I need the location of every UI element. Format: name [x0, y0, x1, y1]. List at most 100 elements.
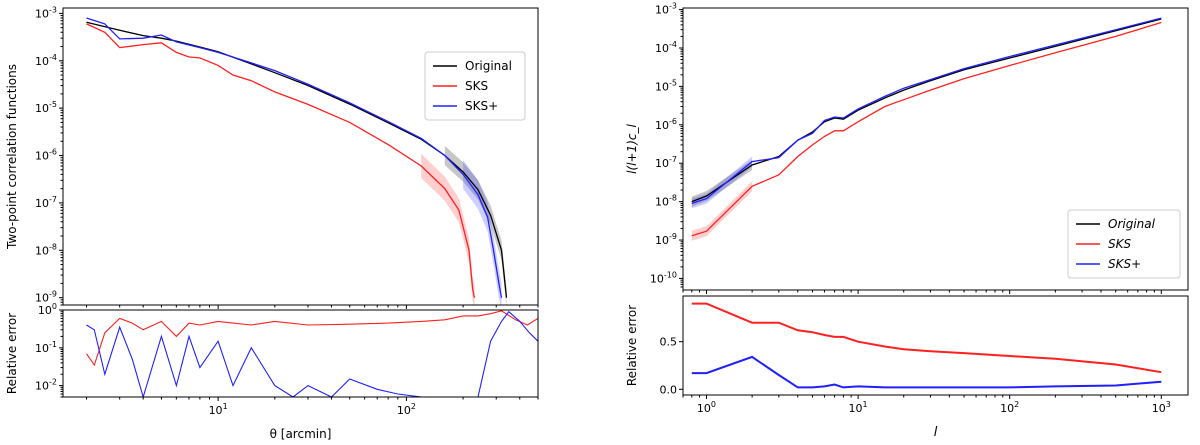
tick-base: 10: [35, 7, 49, 20]
right-error-y-tick-label: 0.5: [660, 336, 678, 349]
right-x-axis-label: l: [934, 425, 938, 440]
left-x-tick-label: 101: [209, 402, 228, 417]
tick-exponent: 0: [711, 400, 716, 409]
tick-base: 10: [655, 157, 669, 170]
right-series-sksplus: [691, 17, 1162, 205]
left-x-tick-label: 102: [397, 402, 416, 417]
tick-exponent: -8: [49, 242, 57, 251]
tick-exponent: -10: [664, 270, 677, 279]
left-series-sks: [86, 23, 476, 298]
right-y-tick-label: 10-3: [655, 2, 677, 17]
left-series-sksplus: [86, 17, 503, 298]
left-legend-box: [424, 51, 526, 121]
right-y-tick-label: 10-5: [655, 78, 677, 93]
left-x-axis-label: θ [arcmin]: [270, 427, 332, 441]
left-y-axis-label: Two-point correlation functions: [5, 64, 19, 250]
tick-base: 10: [35, 102, 49, 115]
left-legend-label: Original: [465, 59, 512, 73]
right-error-series-sks: [691, 302, 1162, 374]
tick-base: 10: [35, 197, 49, 210]
right-y-tick-label: 10-7: [655, 155, 677, 170]
tick-exponent: -4: [669, 40, 677, 49]
left-error-y-tick-label: 10-1: [35, 340, 57, 355]
tick-exponent: 0: [52, 302, 57, 311]
tick-base: 10: [849, 402, 863, 415]
left-error-series-sks: [86, 310, 538, 367]
tick-base: 10: [655, 234, 669, 247]
tick-base: 10: [35, 292, 49, 305]
right-y-tick-label: 10-9: [655, 232, 677, 247]
left-y-tick-label: 10-4: [35, 53, 57, 68]
tick-exponent: 1: [223, 402, 228, 411]
tick-exponent: -3: [49, 5, 57, 14]
right-band-sks: [691, 181, 753, 241]
tick-exponent: -5: [49, 100, 57, 109]
left-y-tick-label: 10-8: [35, 242, 57, 257]
tick-base: 10: [697, 402, 711, 415]
tick-base: 10: [655, 4, 669, 17]
left-y-tick-label: 10-9: [35, 290, 57, 305]
left-chart: 101 10210-910-810-710-610-510-410-310-210…: [5, 5, 539, 441]
right-legend-label: SKS: [1108, 237, 1131, 251]
tick-base: 10: [35, 55, 49, 68]
right-y-tick-label: 10-10: [650, 270, 677, 285]
tick-exponent: -6: [49, 148, 57, 157]
left-error-y-tick-label: 100: [38, 302, 57, 317]
right-error-y-axis-label: Relative error: [625, 305, 639, 386]
tick-exponent: -4: [49, 53, 57, 62]
right-y-tick-label: 10-6: [655, 117, 677, 132]
tick-exponent: -5: [669, 78, 677, 87]
tick-exponent: 2: [1014, 400, 1019, 409]
left-error-axes: [62, 309, 539, 398]
right-x-tick-label: 103: [1152, 400, 1171, 415]
left-y-tick-label: 10-3: [35, 5, 57, 20]
tick-exponent: -9: [49, 290, 57, 299]
tick-base: 10: [655, 119, 669, 132]
tick-base: 10: [38, 304, 52, 317]
right-chart: 100 101 102 10310-1010-910-810-710-610-510-…: [625, 2, 1189, 440]
right-legend-label: SKS+: [1108, 257, 1141, 271]
left-error-series-sksplus: [86, 310, 538, 397]
right-y-tick-label: 10-8: [655, 194, 677, 209]
tick-exponent: -2: [49, 378, 57, 387]
tick-base: 10: [655, 196, 669, 209]
right-x-tick-label: 100: [697, 400, 716, 415]
tick-exponent: -1: [49, 340, 57, 349]
left-error-y-axis-label: Relative error: [5, 313, 19, 394]
left-legend-label: SKS: [465, 79, 488, 93]
right-series-original: [691, 18, 1162, 203]
left-band-sksplus: [463, 160, 502, 305]
tick-base: 10: [209, 404, 223, 417]
tick-base: 10: [35, 380, 49, 393]
right-main-axes: [682, 7, 1189, 291]
right-error-series-sksplus: [691, 355, 1162, 389]
tick-exponent: -8: [669, 194, 677, 203]
tick-base: 10: [1000, 402, 1014, 415]
tick-exponent: -7: [49, 195, 57, 204]
left-series-original: [86, 21, 508, 298]
left-main-axes: [62, 7, 539, 306]
tick-base: 10: [35, 342, 49, 355]
tick-base: 10: [35, 244, 49, 257]
tick-exponent: -7: [669, 155, 677, 164]
right-x-tick-label: 101: [849, 400, 868, 415]
right-legend-label: Original: [1108, 217, 1156, 231]
right-y-axis-label: l(l+1)c_l: [625, 124, 639, 174]
tick-base: 10: [397, 404, 411, 417]
tick-base: 10: [655, 80, 669, 93]
tick-exponent: 2: [411, 402, 416, 411]
right-band-original: [691, 160, 753, 207]
left-y-tick-label: 10-6: [35, 148, 57, 163]
left-y-tick-label: 10-7: [35, 195, 57, 210]
right-y-tick-label: 10-4: [655, 40, 677, 55]
left-error-y-tick-label: 10-2: [35, 378, 57, 393]
tick-exponent: -3: [669, 2, 677, 11]
left-legend-label: SKS+: [465, 99, 498, 113]
tick-exponent: 3: [1166, 400, 1171, 409]
tick-exponent: -6: [669, 117, 677, 126]
left-y-tick-label: 10-5: [35, 100, 57, 115]
right-x-tick-label: 102: [1000, 400, 1019, 415]
tick-base: 10: [655, 42, 669, 55]
right-series-sks: [691, 21, 1162, 237]
